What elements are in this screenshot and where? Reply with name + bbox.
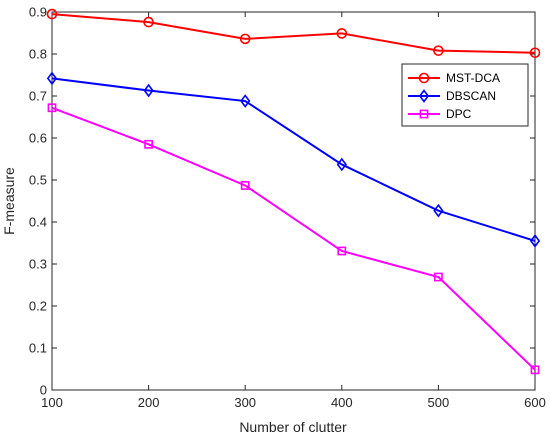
data-point	[433, 203, 444, 218]
x-axis: 100 200 300 400 500 600	[41, 12, 546, 410]
x-tick-label: 300	[234, 395, 256, 410]
y-axis-label: F-measure	[1, 167, 17, 235]
data-point	[46, 8, 58, 20]
y-tick-label: 0.1	[29, 341, 47, 356]
data-point	[336, 157, 347, 172]
series-dpc	[47, 103, 540, 375]
series-mst-dca	[46, 8, 541, 59]
y-tick-label: 0.5	[29, 173, 47, 188]
y-tick-label: 0.2	[29, 299, 47, 314]
legend-marker	[418, 89, 430, 103]
y-tick-label: 0.3	[29, 257, 47, 272]
legend-marker	[418, 72, 430, 84]
y-tick-label: 0.6	[29, 131, 47, 146]
legend: MST-DCA DBSCAN DPC	[401, 63, 529, 127]
series-dbscan	[46, 71, 541, 248]
data-point	[143, 83, 154, 98]
legend-label: DPC	[446, 107, 472, 121]
data-point	[47, 103, 57, 113]
legend-marker	[419, 109, 429, 119]
series-line	[51, 77, 536, 242]
data-point	[529, 234, 541, 248]
series-line	[51, 106, 536, 371]
y-tick-label: 0.8	[29, 47, 47, 62]
data-point	[240, 94, 251, 108]
data-point	[433, 45, 444, 56]
data-point	[144, 139, 153, 149]
data-point	[529, 47, 541, 59]
y-tick-label: 0.9	[29, 5, 47, 20]
legend-label: DBSCAN	[446, 89, 496, 103]
x-tick-label: 400	[331, 395, 353, 410]
data-point	[46, 71, 58, 86]
y-tick-label: 0.7	[29, 89, 47, 104]
y-tick-label: 0.4	[29, 215, 47, 230]
data-point	[239, 33, 251, 45]
data-point	[530, 365, 540, 375]
x-tick-label: 100	[41, 395, 63, 410]
x-tick-label: 600	[524, 395, 546, 410]
y-axis: 0 0.1 0.2 0.3 0.4 0.5 0.6 0.7 0.8 0.9	[29, 5, 535, 398]
data-point	[143, 16, 154, 28]
data-point	[240, 181, 250, 190]
data-point	[433, 272, 443, 282]
series-line	[51, 13, 536, 54]
x-axis-label: Number of clutter	[239, 419, 347, 435]
series-layer	[46, 8, 541, 375]
data-point	[337, 246, 347, 256]
data-point	[336, 28, 348, 39]
x-tick-label: 500	[428, 395, 450, 410]
y-tick-label: 0	[40, 383, 47, 398]
legend-label: MST-DCA	[446, 71, 500, 85]
x-tick-label: 200	[138, 395, 160, 410]
